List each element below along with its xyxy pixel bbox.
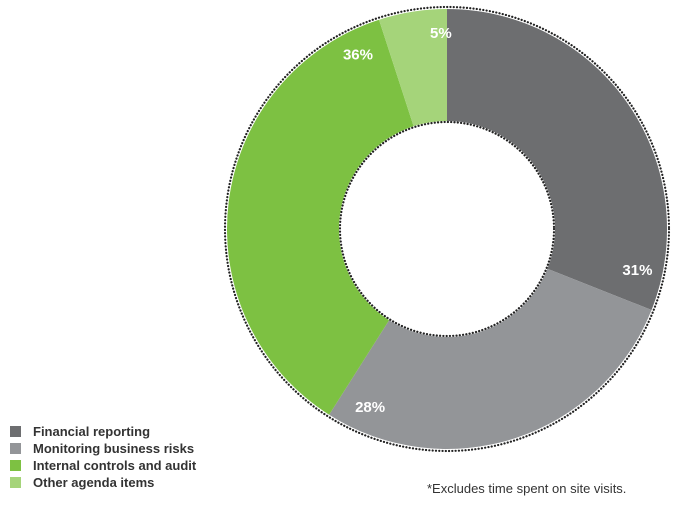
legend-swatch-financial-reporting <box>10 426 21 437</box>
outer-dotted-ring <box>223 5 671 453</box>
legend-label: Monitoring business risks <box>33 441 195 456</box>
legend: Financial reporting Monitoring business … <box>10 423 196 491</box>
inner-dotted-ring <box>338 120 556 338</box>
donut-slice-other-agenda-items <box>379 9 447 127</box>
legend-item: Other agenda items <box>10 474 196 491</box>
slice-value-label: 31% <box>622 262 652 279</box>
legend-item: Monitoring business risks <box>10 440 196 457</box>
donut-slice-internal-controls-and-audit <box>227 19 414 415</box>
legend-label: Internal controls and audit <box>33 458 197 473</box>
donut-slice-monitoring-business-risks <box>329 268 652 449</box>
legend-swatch-internal-controls-and-audit <box>10 460 21 471</box>
slice-value-label: 36% <box>343 46 373 63</box>
footnote: *Excludes time spent on site visits. <box>427 481 627 496</box>
donut-slice-financial-reporting <box>447 9 668 310</box>
slice-value-label: 5% <box>430 25 452 42</box>
legend-swatch-monitoring-business-risks <box>10 443 21 454</box>
legend-item: Financial reporting <box>10 423 196 440</box>
legend-label: Financial reporting <box>33 424 151 439</box>
slice-labels: 31% 28% 36% 5% <box>343 25 652 416</box>
slice-value-label: 28% <box>355 399 385 416</box>
legend-swatch-other-agenda-items <box>10 477 21 488</box>
legend-label: Other agenda items <box>33 475 155 490</box>
donut-slices <box>227 9 668 449</box>
legend-item: Internal controls and audit <box>10 457 196 474</box>
